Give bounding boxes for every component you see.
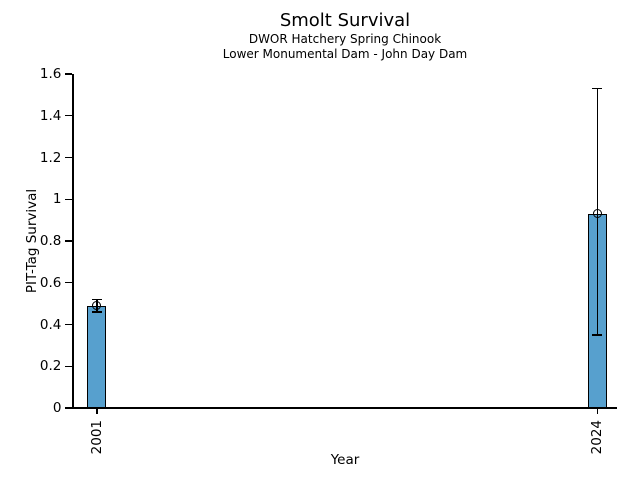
- y-tick: [65, 282, 73, 284]
- y-tick: [65, 156, 73, 159]
- y-tick-label: 1.2: [39, 149, 62, 166]
- title-block: Smolt Survival DWOR Hatchery Spring Chin…: [73, 0, 617, 61]
- y-axis-spine: [72, 74, 74, 408]
- chart-subtitle-line1: DWOR Hatchery Spring Chinook: [248, 32, 442, 46]
- marker-open-circle-2001: [92, 301, 102, 311]
- bar-2001: [87, 305, 107, 408]
- y-tick: [65, 323, 73, 326]
- x-tick: [596, 408, 599, 414]
- error-bar-cap-low-2001: [91, 311, 102, 313]
- error-bar-cap-high-2024: [592, 87, 603, 90]
- chart-subtitle-line2: Lower Monumental Dam - John Day Dam: [222, 46, 468, 61]
- chart-title: Smolt Survival: [279, 10, 411, 31]
- y-tick: [65, 198, 73, 200]
- y-tick-label: 1.4: [39, 107, 62, 124]
- x-axis-spine: [72, 407, 617, 409]
- error-bar-cap-high-2001: [91, 298, 102, 301]
- y-tick-label: 0.6: [39, 274, 62, 291]
- y-tick-label: 0.2: [39, 358, 62, 375]
- x-axis-label: Year: [330, 452, 360, 468]
- marker-open-circle-2024: [592, 209, 602, 219]
- y-tick: [65, 240, 73, 242]
- plot-area: 0 0.2 0.4 0.6 0.8 1 1.2 1.4 1.6 2001 2024: [40, 66, 617, 454]
- y-tick: [65, 73, 73, 75]
- y-tick-label: 1: [52, 191, 62, 208]
- y-tick-label: 0: [52, 400, 62, 416]
- error-bar-cap-low-2024: [592, 334, 603, 336]
- y-tick-label: 0.8: [39, 233, 62, 249]
- y-tick: [65, 115, 73, 117]
- y-tick-label: 0.4: [39, 316, 62, 333]
- x-tick: [96, 408, 98, 414]
- y-tick-label: 1.6: [39, 66, 62, 82]
- y-tick: [65, 365, 73, 367]
- y-tick: [65, 407, 73, 409]
